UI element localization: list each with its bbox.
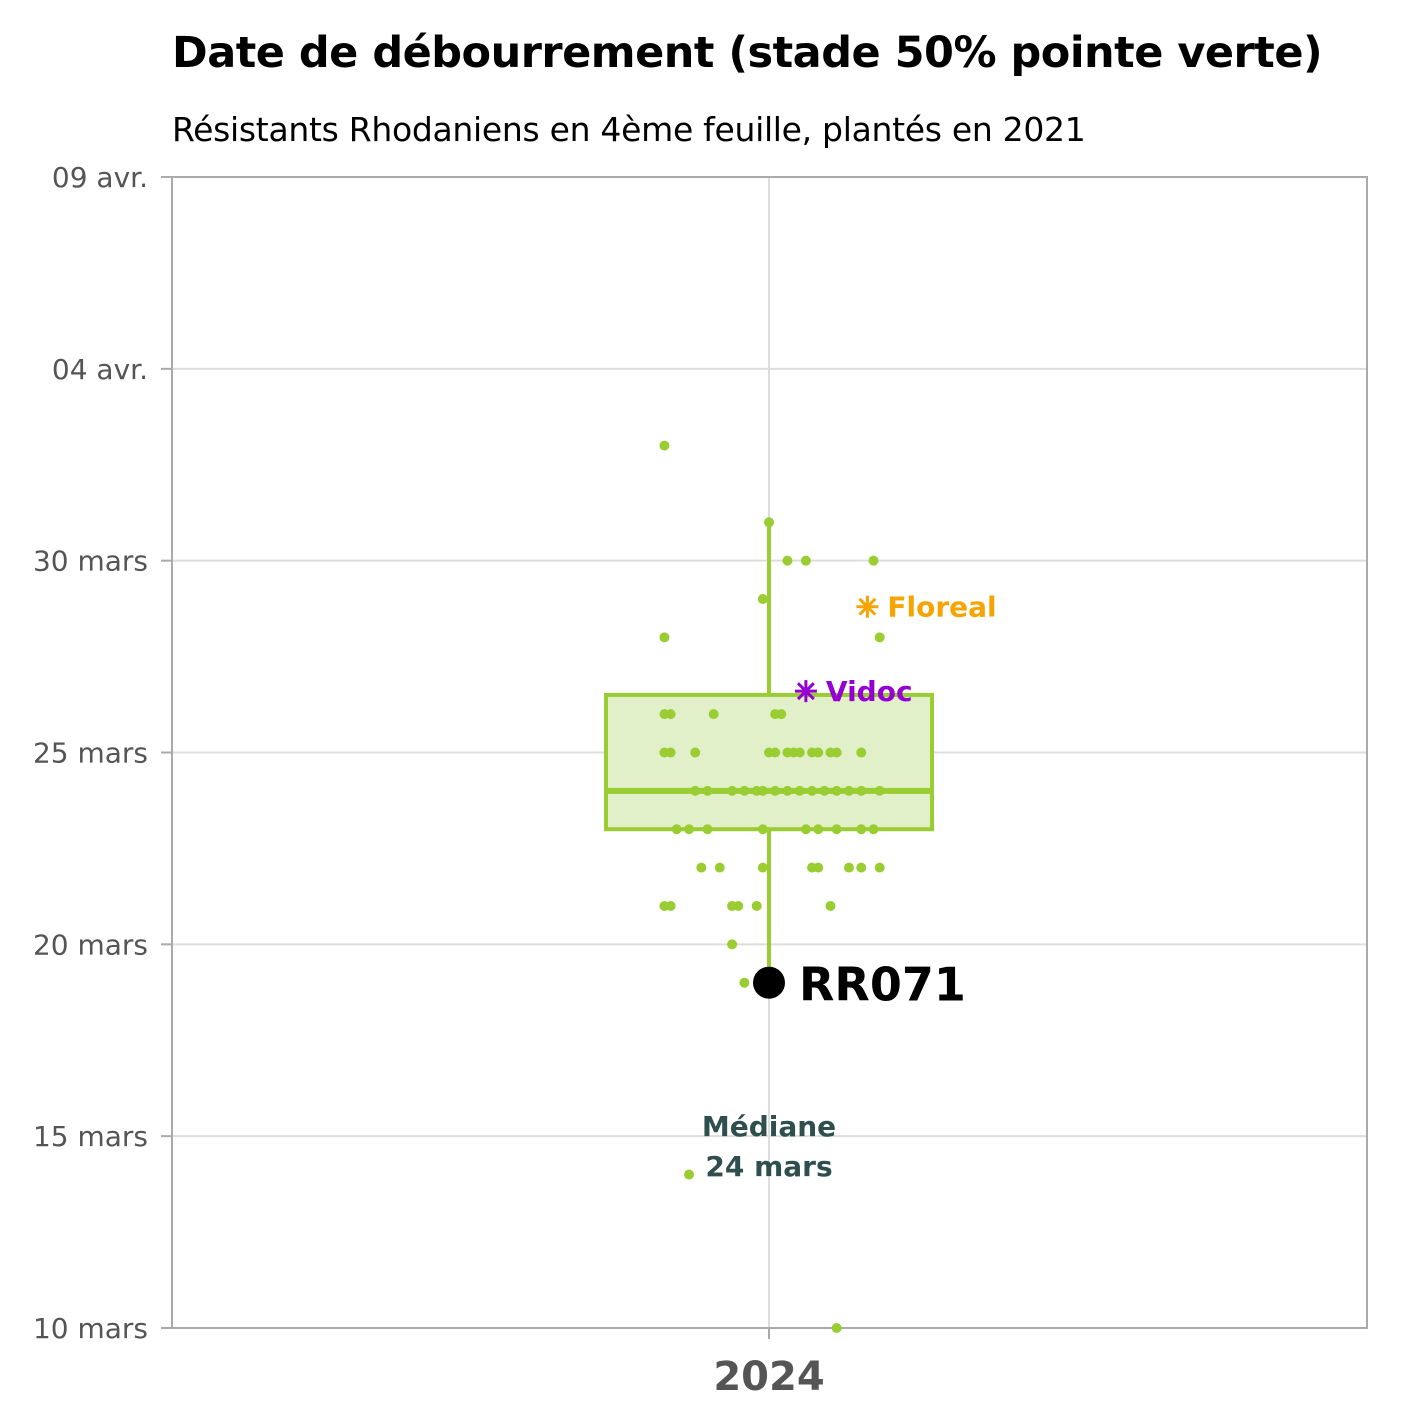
y-tick-label: 15 mars [33, 1120, 148, 1153]
y-tick-label: 10 mars [33, 1312, 148, 1345]
data-point [825, 900, 836, 911]
data-point [751, 900, 762, 911]
y-axis: 10 mars 15 mars 20 mars 25 mars 30 mars 04 av… [33, 161, 172, 1345]
data-point [782, 785, 793, 796]
data-point [856, 747, 867, 758]
data-point [800, 555, 811, 566]
data-point [813, 862, 824, 873]
data-point [659, 440, 670, 451]
data-point [690, 747, 701, 758]
data-point [757, 785, 768, 796]
data-point [739, 977, 750, 988]
data-point [843, 862, 854, 873]
data-point [702, 824, 713, 835]
median-annotation-line2: 24 mars [705, 1150, 832, 1183]
data-point [813, 747, 824, 758]
chart-title: Date de débourrement (stade 50% pointe v… [172, 28, 1323, 78]
data-point [739, 785, 750, 796]
data-point [684, 824, 695, 835]
data-point [868, 824, 879, 835]
asterisk-stroke [796, 682, 815, 701]
data-point [868, 555, 879, 566]
data-point [727, 939, 738, 950]
data-point [831, 747, 842, 758]
data-point [665, 900, 676, 911]
data-point [702, 785, 713, 796]
data-point [874, 785, 885, 796]
iqr-box [604, 692, 934, 832]
reference-label: Vidoc [826, 675, 913, 708]
asterisk-stroke [858, 597, 877, 616]
x-axis: 2024 [713, 1328, 825, 1400]
data-point [757, 594, 768, 605]
data-point [714, 862, 725, 873]
data-point [874, 632, 885, 643]
data-point [659, 632, 670, 643]
chart-subtitle: Résistants Rhodaniens en 4ème feuille, p… [172, 110, 1086, 149]
data-points [659, 440, 885, 1333]
highlight-label: RR071 [799, 958, 966, 1012]
data-point [757, 824, 768, 835]
y-tick-label: 04 avr. [52, 353, 148, 386]
data-point [800, 824, 811, 835]
data-point [770, 785, 781, 796]
data-point [819, 785, 830, 796]
reference-label: Floreal [887, 591, 996, 624]
data-point [665, 709, 676, 720]
x-tick-label: 2024 [713, 1354, 824, 1400]
data-point [874, 862, 885, 873]
data-point [733, 900, 744, 911]
y-tick-label: 09 avr. [52, 161, 148, 194]
data-point [690, 785, 701, 796]
data-point [770, 747, 781, 758]
data-point [843, 785, 854, 796]
median-annotation-line1: Médiane [702, 1110, 836, 1143]
annotations: RR071 Floreal Vidoc Médiane 24 mars [702, 591, 997, 1183]
data-point [671, 824, 682, 835]
data-point [782, 555, 793, 566]
data-point [794, 747, 805, 758]
data-point [776, 709, 787, 720]
y-tick-label: 25 mars [33, 737, 148, 770]
data-point [764, 517, 774, 528]
data-point [831, 785, 842, 796]
data-point [696, 862, 707, 873]
reference-marker [856, 595, 879, 618]
data-point [831, 1323, 842, 1333]
data-point [813, 824, 824, 835]
data-point [856, 862, 867, 873]
data-point [684, 1169, 695, 1180]
data-point [807, 785, 818, 796]
data-point [708, 709, 719, 720]
data-point [727, 785, 738, 796]
data-point [856, 824, 867, 835]
data-point [757, 862, 768, 873]
data-point [856, 785, 867, 796]
data-point [831, 824, 842, 835]
y-tick-label: 30 mars [33, 545, 148, 578]
data-point [794, 785, 805, 796]
y-tick-label: 20 mars [33, 928, 148, 961]
reference-marker [794, 680, 817, 703]
data-point [665, 747, 676, 758]
highlight-point [753, 966, 785, 999]
